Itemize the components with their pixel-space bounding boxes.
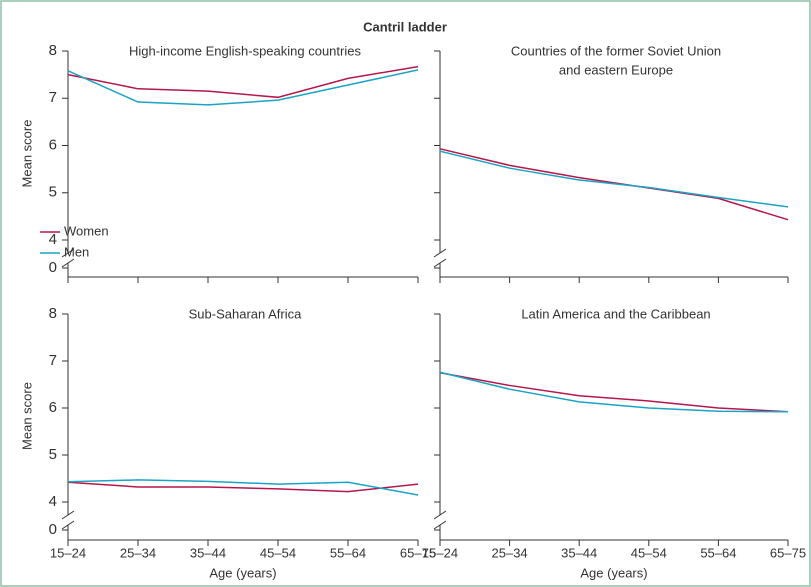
x-tick-label: 55–64: [700, 545, 736, 560]
line-series: [439, 372, 789, 413]
panel-title: Latin America and the Caribbean: [521, 306, 710, 321]
y-tick-label: 8: [49, 42, 57, 59]
x-axis-label: Age (years): [209, 565, 276, 580]
line-series: [439, 148, 789, 221]
axis-break: [61, 520, 75, 530]
y-tick-label: 4: [49, 493, 57, 510]
axis-break: [61, 258, 75, 268]
axis-break: [433, 510, 447, 520]
x-tick-label: 45–54: [260, 545, 296, 560]
y-tick-label: 4: [49, 231, 57, 248]
y-axis-label: Mean score: [19, 382, 34, 450]
y-tick-label: 6: [49, 136, 57, 153]
y-axis-label: Mean score: [19, 120, 34, 188]
x-tick-label: 25–34: [492, 545, 528, 560]
axis-break: [433, 258, 447, 268]
x-tick-label: 45–54: [631, 545, 667, 560]
y-tick-label: 0: [49, 521, 57, 538]
line-series: [439, 150, 789, 208]
figure-title: Cantril ladder: [363, 19, 447, 34]
panel-title: and eastern Europe: [559, 62, 673, 77]
y-tick-label: 6: [49, 399, 57, 416]
axis-break: [433, 248, 447, 258]
y-tick-label: 8: [49, 305, 57, 322]
panel-title: High-income English-speaking countries: [129, 43, 361, 58]
panel-title: Countries of the former Soviet Union: [511, 43, 721, 58]
line-series: [67, 69, 419, 106]
y-tick-label: 7: [49, 352, 57, 369]
axis-break: [61, 248, 75, 258]
x-tick-label: 35–44: [190, 545, 226, 560]
x-axis-label: Age (years): [580, 565, 647, 580]
x-tick-label: 15–24: [422, 545, 458, 560]
axis-break: [61, 510, 75, 520]
x-tick-label: 25–34: [120, 545, 156, 560]
y-tick-label: 5: [49, 446, 57, 463]
y-tick-label: 0: [49, 259, 57, 276]
x-tick-label: 65–75: [770, 545, 806, 560]
x-tick-label: 15–24: [50, 545, 86, 560]
legend-label: Men: [64, 244, 89, 259]
line-series: [439, 371, 789, 413]
x-tick-label: 55–64: [330, 545, 366, 560]
x-tick-label: 65–75: [400, 545, 436, 560]
line-series: [67, 481, 419, 493]
y-tick-label: 5: [49, 184, 57, 201]
line-series: [67, 65, 419, 99]
y-tick-label: 7: [49, 89, 57, 106]
legend-label: Women: [64, 223, 109, 238]
axis-break: [433, 520, 447, 530]
panel-title: Sub-Saharan Africa: [189, 306, 303, 321]
line-series: [67, 479, 419, 496]
x-tick-label: 35–44: [561, 545, 597, 560]
